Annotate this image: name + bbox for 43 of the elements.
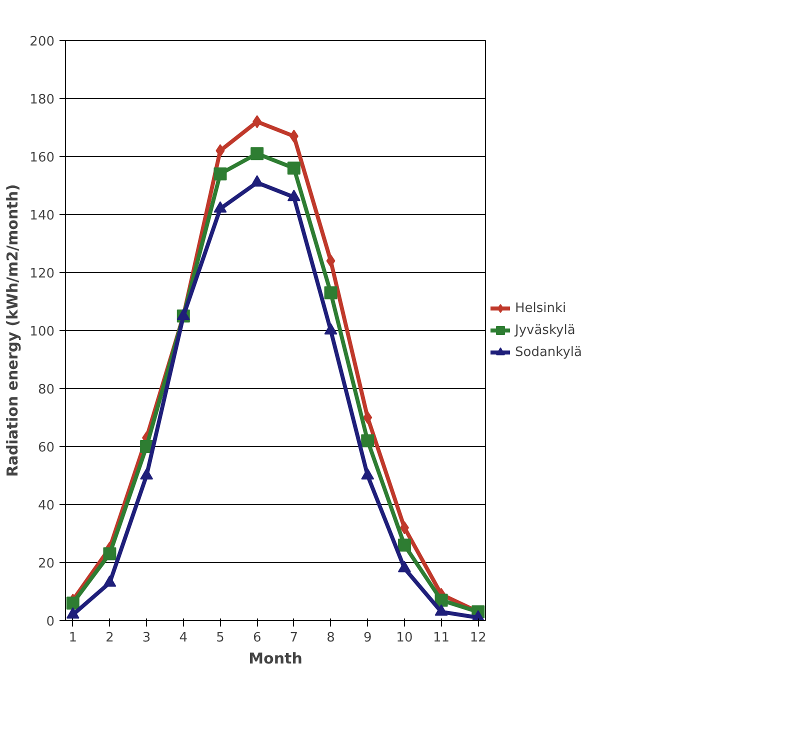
x-tick-label: 12 (470, 630, 486, 646)
legend-label: Helsinki (515, 300, 566, 316)
point (326, 254, 336, 268)
x-tick-label: 11 (433, 630, 450, 646)
legend-label: Jyväskylä (515, 322, 576, 338)
x-axis-title: Month (248, 650, 302, 668)
y-tick-label: 20 (38, 556, 55, 572)
x-tick-label: 7 (290, 630, 298, 646)
point (214, 167, 227, 180)
y-axis-title: Radiation energy (kWh/m2/month) (4, 184, 22, 477)
x-tick-label: 9 (363, 630, 372, 646)
x-tick-label: 5 (216, 630, 224, 646)
point (400, 521, 409, 534)
y-tick-label: 100 (30, 324, 55, 340)
point (434, 594, 448, 607)
point (66, 596, 80, 610)
x-tick-label: 1 (68, 630, 78, 646)
x-tick-label: 8 (326, 630, 335, 646)
x-tick-label: 4 (179, 630, 188, 646)
y-tick-label: 160 (30, 150, 55, 166)
point (363, 411, 372, 424)
y-tick-label: 140 (30, 208, 55, 224)
y-tick-label: 120 (30, 266, 55, 282)
x-tick-label: 2 (106, 630, 114, 646)
x-tick-label: 10 (396, 630, 413, 646)
point (398, 538, 411, 552)
y-tick-label: 200 (30, 34, 55, 50)
point (252, 115, 262, 128)
y-tick-label: 80 (38, 382, 55, 398)
point (250, 147, 264, 160)
y-tick-label: 0 (46, 614, 55, 630)
x-tick-label: 6 (252, 630, 262, 646)
y-tick-label: 180 (30, 92, 55, 108)
point (361, 434, 374, 448)
y-tick-label: 40 (38, 498, 55, 514)
point (287, 162, 300, 175)
point (324, 286, 338, 300)
point (103, 547, 116, 560)
point (289, 130, 298, 143)
y-tick-label: 60 (38, 440, 55, 456)
point (216, 144, 225, 158)
legend-label: Sodankylä (515, 344, 582, 360)
x-tick-label: 3 (142, 630, 151, 646)
